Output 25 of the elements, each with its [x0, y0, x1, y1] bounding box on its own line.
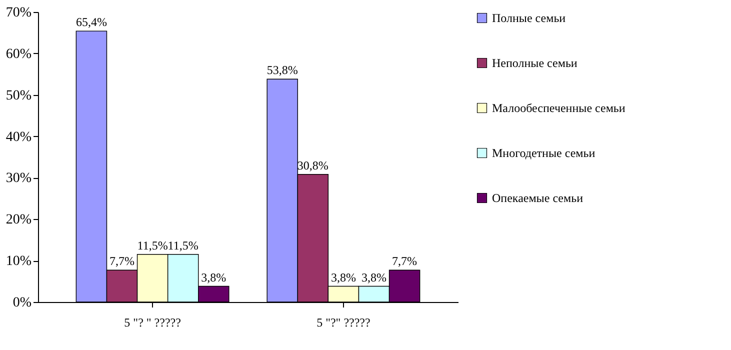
legend-label: Малообеспеченные семьи: [492, 101, 626, 115]
legend-label: Полные семьи: [492, 11, 566, 25]
y-tick-label: 0%: [12, 296, 32, 310]
data-label: 3,8%: [201, 270, 226, 284]
y-tick-label: 20%: [6, 212, 32, 228]
y-tick-label: 40%: [6, 130, 32, 145]
legend-label: Многодетные семьи: [492, 146, 596, 160]
data-label: 7,7%: [110, 254, 134, 268]
data-label: 53,8%: [266, 63, 298, 78]
data-label: 11,5%: [168, 238, 198, 252]
x-tick-label: 5 "? " ?????: [124, 316, 181, 330]
data-label: 7,7%: [392, 254, 418, 268]
y-tick-label: 50%: [6, 88, 32, 104]
data-label: 3,8%: [330, 270, 356, 284]
data-label: 3,8%: [362, 270, 386, 284]
data-label: 65,4%: [76, 15, 107, 30]
legend-label: Неполные семьи: [492, 56, 578, 70]
data-label: 30,8%: [297, 158, 328, 172]
legend-label: Опекаемые семьи: [492, 191, 584, 205]
data-label: 11,5%: [137, 238, 168, 252]
y-tick-label: 30%: [6, 171, 32, 186]
y-tick-label: 60%: [6, 46, 32, 62]
y-tick-label: 70%: [6, 6, 32, 20]
y-tick-label: 10%: [6, 254, 32, 270]
x-tick-label: 5 "?" ?????: [316, 316, 370, 330]
